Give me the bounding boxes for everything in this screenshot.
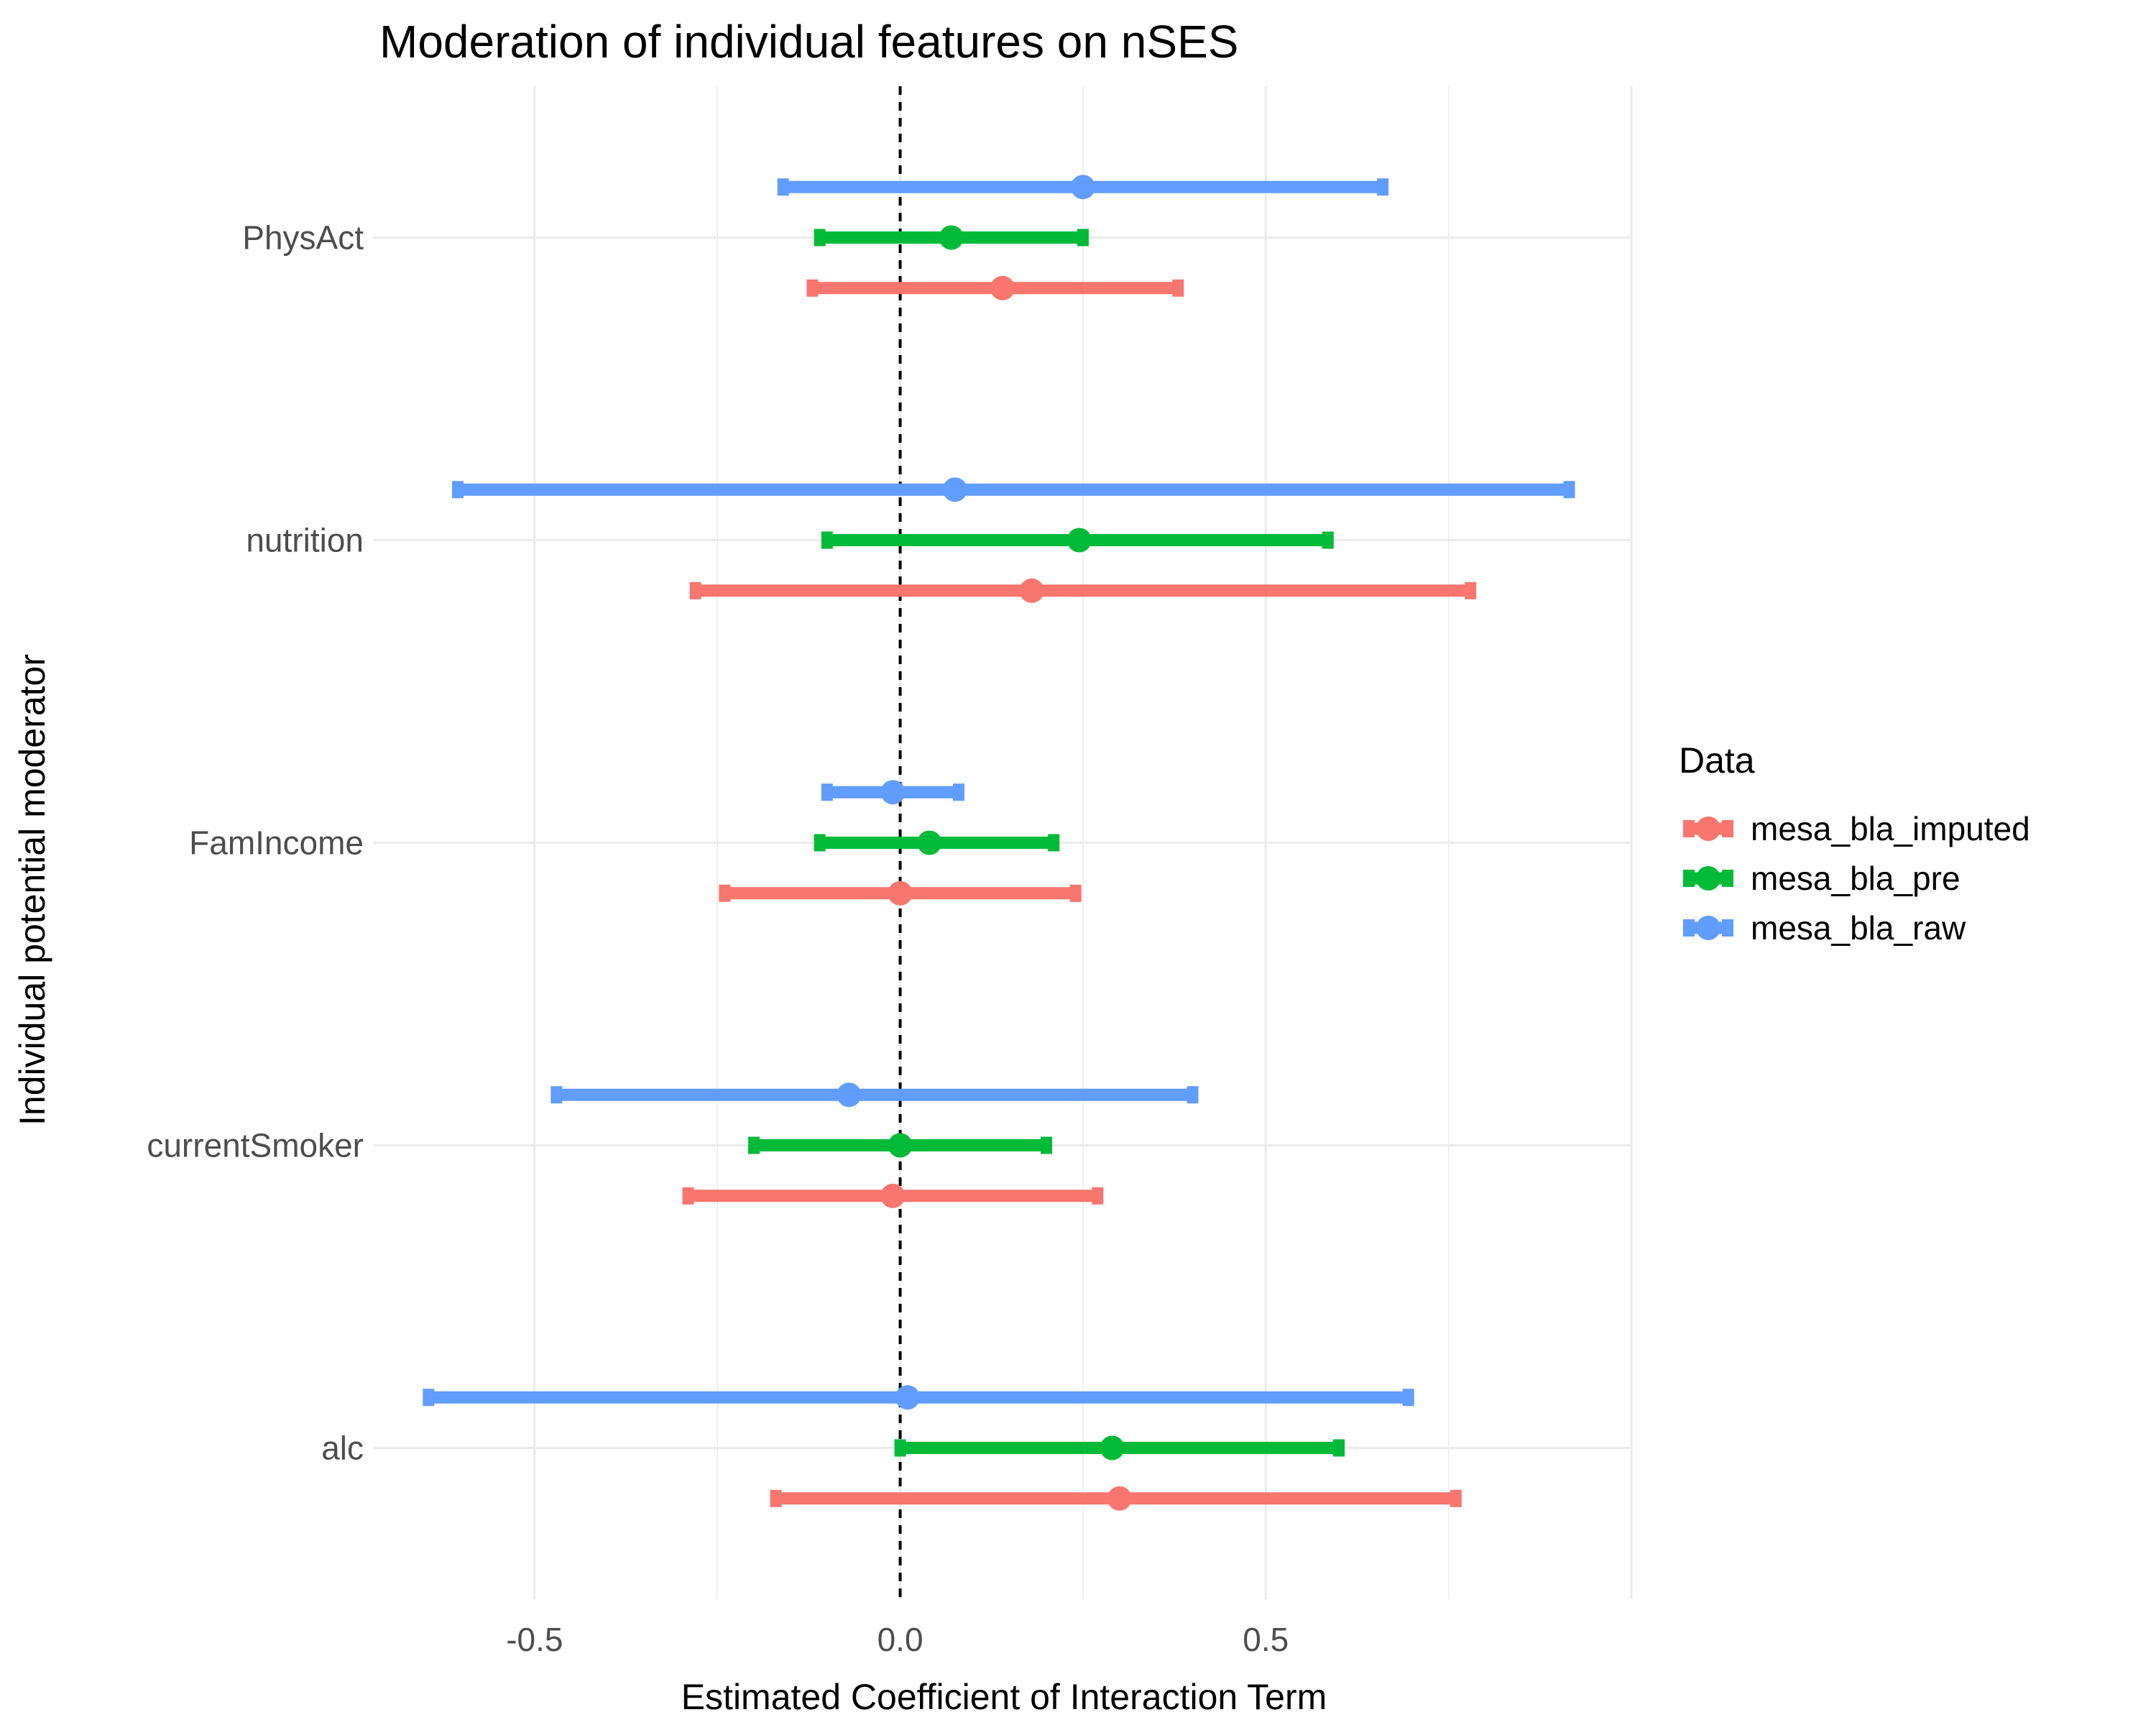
error-bar-cap-upper xyxy=(1465,581,1477,599)
series-group xyxy=(423,175,1575,1511)
x-tick-label: 0.5 xyxy=(1243,1621,1289,1658)
point-estimate xyxy=(880,780,906,805)
error-bar-cap-upper xyxy=(1187,1086,1199,1104)
error-bar-cap-upper xyxy=(1048,834,1060,852)
point-estimate xyxy=(990,275,1015,300)
point-estimate xyxy=(1070,175,1095,200)
legend-label: mesa_bla_pre xyxy=(1751,860,1961,897)
error-bar-cap-upper xyxy=(1322,531,1334,549)
error-bar-cap-upper xyxy=(952,783,964,801)
point-estimate xyxy=(1019,578,1044,603)
legend-key-point xyxy=(1696,916,1720,940)
series-mesa_bla_pre xyxy=(748,225,1345,1460)
legend-item-mesa_bla_pre: mesa_bla_pre xyxy=(1683,860,1961,897)
error-bar-cap-lower xyxy=(770,1489,782,1507)
legend-item-mesa_bla_imputed: mesa_bla_imputed xyxy=(1683,810,2030,847)
error-bar-cap-lower xyxy=(748,1136,760,1154)
error-bar-cap-upper xyxy=(1092,1187,1104,1205)
chart-title: Moderation of individual features on nSE… xyxy=(379,16,1238,68)
legend-key-cap xyxy=(1683,870,1695,887)
error-bar-cap-lower xyxy=(821,531,833,549)
point-estimate xyxy=(1107,1486,1132,1511)
x-tick-label: -0.5 xyxy=(506,1621,563,1658)
y-tick-label: alc xyxy=(321,1430,364,1467)
legend-key-cap xyxy=(1722,870,1733,887)
legend-key-cap xyxy=(1722,919,1733,937)
error-bar-cap-lower xyxy=(821,783,833,801)
error-bar-cap-upper xyxy=(1563,481,1575,499)
error-bar-cap-lower xyxy=(814,229,826,247)
point-estimate xyxy=(895,1385,920,1410)
x-axis-title: Estimated Coefficient of Interaction Ter… xyxy=(681,1677,1327,1717)
series-mesa_bla_imputed xyxy=(682,275,1477,1511)
point-estimate xyxy=(942,477,967,502)
series-mesa_bla_raw xyxy=(423,175,1575,1410)
error-bar-cap-upper xyxy=(1069,884,1082,902)
x-tick-label: 0.0 xyxy=(877,1621,923,1658)
legend-label: mesa_bla_imputed xyxy=(1751,810,2030,847)
error-bar-cap-lower xyxy=(550,1086,563,1104)
error-bar-cap-lower xyxy=(806,279,819,297)
point-estimate xyxy=(1067,528,1092,553)
legend-title: Data xyxy=(1679,740,1755,781)
y-axis-title: Individual potential moderator xyxy=(12,654,52,1126)
y-tick-label: nutrition xyxy=(246,522,364,559)
point-estimate xyxy=(1100,1435,1125,1460)
point-estimate xyxy=(939,225,964,250)
error-bar-cap-upper xyxy=(1172,279,1184,297)
error-bar-cap-lower xyxy=(682,1187,694,1205)
point-estimate xyxy=(837,1082,862,1108)
error-bar-cap-upper xyxy=(1402,1389,1414,1407)
legend: Data mesa_bla_imputed mesa_bla_pre mesa_bl… xyxy=(1679,740,2030,947)
legend-key-point xyxy=(1696,816,1720,841)
error-bar-cap-lower xyxy=(423,1389,435,1407)
point-estimate xyxy=(880,1183,906,1208)
error-bar-cap-upper xyxy=(1333,1439,1345,1457)
error-bar-cap-lower xyxy=(689,581,701,599)
error-bar-cap-upper xyxy=(1377,178,1389,196)
error-bar-cap-lower xyxy=(452,481,464,499)
legend-key-point xyxy=(1696,866,1720,891)
point-estimate xyxy=(888,1133,913,1158)
error-bar-cap-upper xyxy=(1041,1136,1053,1154)
legend-key-cap xyxy=(1683,820,1695,837)
legend-item-mesa_bla_raw: mesa_bla_raw xyxy=(1683,909,1966,947)
y-tick-label: FamIncome xyxy=(189,824,364,862)
y-tick-label: PhysAct xyxy=(242,219,364,257)
error-bar-cap-lower xyxy=(894,1439,906,1457)
point-estimate xyxy=(888,880,913,906)
y-tick-label: currentSmoker xyxy=(147,1127,364,1164)
error-bar-cap-lower xyxy=(719,884,731,902)
legend-label: mesa_bla_raw xyxy=(1751,909,1966,947)
error-bar-cap-upper xyxy=(1077,229,1089,247)
legend-key-cap xyxy=(1722,820,1733,837)
error-bar-cap-upper xyxy=(1450,1489,1462,1507)
error-bar-cap-lower xyxy=(777,178,789,196)
error-bar-cap-lower xyxy=(814,834,826,852)
axis-ticks: -0.5 0.0 0.5 PhysAct nutrition FamIncome curre… xyxy=(147,219,1289,1659)
legend-key-cap xyxy=(1683,919,1695,937)
point-estimate xyxy=(917,830,942,855)
